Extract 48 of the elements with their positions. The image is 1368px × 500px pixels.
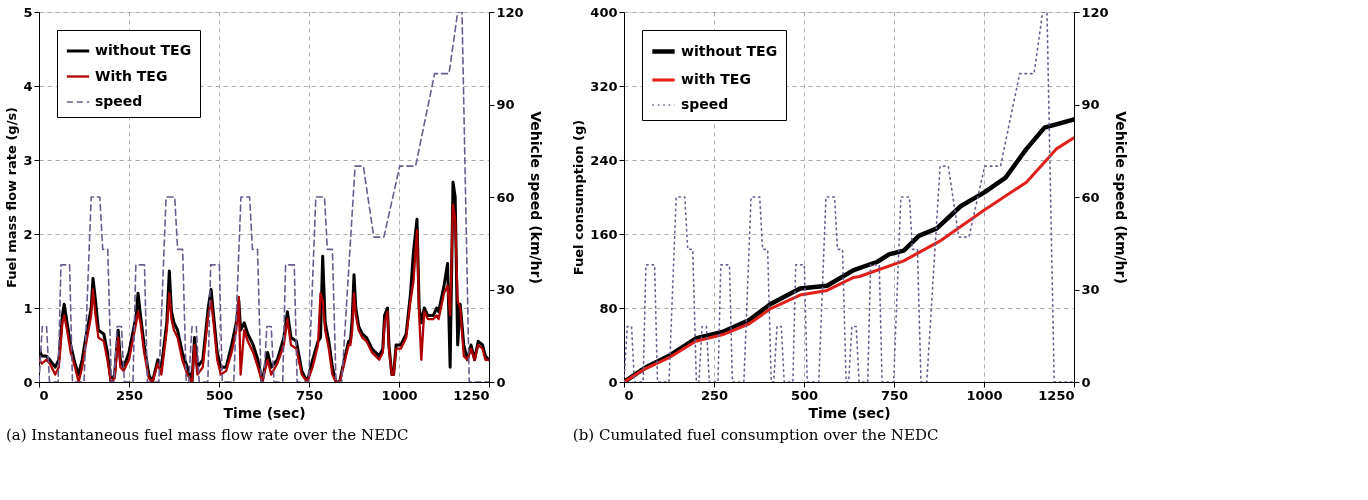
x-tick-label: 250 — [700, 387, 729, 403]
y-tick-label: 3 — [23, 152, 33, 168]
y-tick-label: 5 — [23, 4, 33, 20]
y2-tick-label: 0 — [496, 374, 506, 390]
x-tick-label: 750 — [295, 387, 324, 403]
legend-label: speed — [95, 93, 143, 109]
legend-label: without TEG — [681, 42, 778, 59]
y2-tick-label: 90 — [1081, 97, 1100, 112]
y-tick-label: 0 — [608, 374, 618, 390]
text: (b) Cumulated fuel consumption over the NEDC — [572, 426, 939, 444]
x-tick-label: 500 — [205, 387, 234, 403]
x-tick-label: 500 — [790, 387, 819, 403]
y-tick-label: 0 — [23, 374, 33, 390]
legend-label: With TEG — [95, 67, 168, 84]
x-tick-label: 1250 — [453, 387, 490, 403]
y2-tick-label: 60 — [1081, 189, 1100, 205]
y2-axis-title: Vehicle speed (km/hr) — [527, 111, 544, 284]
y-axis-title: Fuel mass flow rate (g/s) — [4, 106, 20, 289]
y2-tick-label: 30 — [496, 282, 515, 297]
y-tick-label: 1 — [23, 300, 33, 316]
text: (a) Instantaneous fuel mass flow rate over the NEDC — [5, 426, 409, 444]
y-tick-label: 240 — [590, 152, 618, 168]
x-tick-label: 750 — [880, 387, 909, 403]
x-tick-label: 0 — [624, 387, 634, 403]
legend-label: speed — [681, 96, 729, 112]
y2-tick-label: 90 — [496, 97, 515, 112]
legend-label: with TEG — [681, 71, 751, 87]
x-tick-label: 250 — [115, 387, 144, 403]
x-axis-title: Time (sec) — [808, 404, 891, 421]
x-tick-label: 1000 — [381, 387, 418, 403]
x-tick-label: 1250 — [1038, 387, 1075, 403]
y-tick-label: 2 — [23, 226, 33, 242]
y-tick-label: 80 — [599, 300, 618, 316]
y-tick-label: 160 — [590, 226, 618, 242]
x-axis-title: Time (sec) — [223, 404, 306, 421]
y2-tick-label: 60 — [496, 189, 515, 205]
x-tick-label: 1000 — [966, 387, 1003, 403]
y2-axis-title: Vehicle speed (km/hr) — [1112, 111, 1129, 284]
y2-tick-label: 30 — [1081, 282, 1100, 297]
legend-label: without TEG — [95, 42, 192, 58]
y-tick-label: 4 — [23, 78, 33, 94]
y-tick-label: 400 — [590, 4, 618, 20]
y2-tick-label: 120 — [1081, 4, 1109, 20]
y2-tick-label: 0 — [1081, 374, 1091, 390]
y2-tick-label: 120 — [496, 4, 524, 20]
y-axis-title: Fuel consumption (g) — [571, 119, 587, 276]
y-tick-label: 320 — [590, 78, 618, 94]
x-tick-label: 0 — [39, 387, 49, 403]
